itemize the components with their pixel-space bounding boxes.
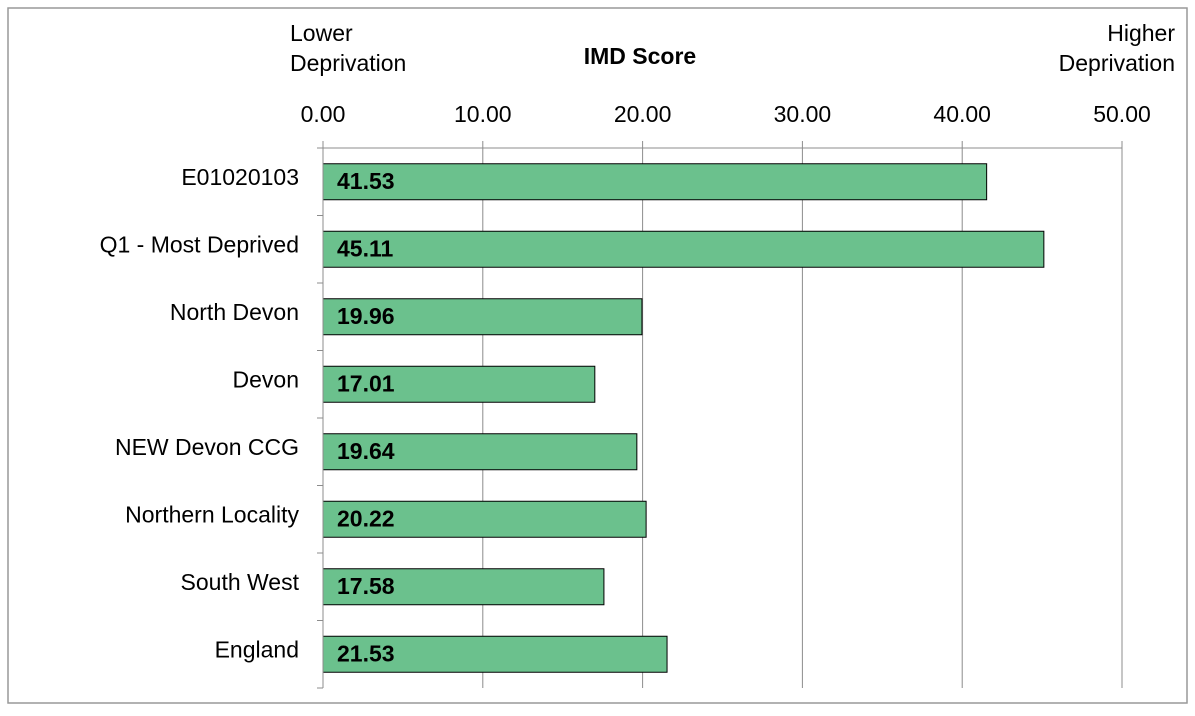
x-tick-label: 50.00 <box>1093 101 1151 127</box>
y-tick-label: Q1 - Most Deprived <box>100 231 299 257</box>
y-tick-label: Northern Locality <box>125 501 299 527</box>
y-tick-label: Devon <box>233 366 299 392</box>
value-label: 20.22 <box>337 505 395 531</box>
value-label: 19.96 <box>337 303 395 329</box>
value-label: 45.11 <box>337 235 393 261</box>
x-tick-label: 10.00 <box>454 101 512 127</box>
left-annotation: Lower <box>290 20 353 46</box>
y-tick-label: South West <box>181 569 300 595</box>
bar <box>322 298 643 336</box>
y-tick-label: England <box>215 636 299 662</box>
bar <box>322 365 596 403</box>
value-label: 21.53 <box>337 640 395 666</box>
x-tick-label: 20.00 <box>614 101 672 127</box>
y-tick-label: NEW Devon CCG <box>115 434 299 460</box>
x-tick-label: 0.00 <box>301 101 346 127</box>
value-label: 17.01 <box>337 370 395 396</box>
bar <box>322 433 638 471</box>
bar <box>322 163 988 201</box>
right-annotation: Higher <box>1107 20 1175 46</box>
y-tick-label: E01020103 <box>181 164 299 190</box>
y-tick-label: North Devon <box>170 299 299 325</box>
right-annotation: Deprivation <box>1059 50 1175 76</box>
chart-title: IMD Score <box>584 43 696 69</box>
left-annotation: Deprivation <box>290 50 406 76</box>
value-label: 17.58 <box>337 573 395 599</box>
bar <box>322 500 647 538</box>
bar <box>322 230 1045 268</box>
value-label: 41.53 <box>337 168 395 194</box>
x-tick-label: 30.00 <box>774 101 832 127</box>
bar <box>322 635 668 673</box>
x-tick-label: 40.00 <box>933 101 991 127</box>
value-label: 19.64 <box>337 438 395 464</box>
